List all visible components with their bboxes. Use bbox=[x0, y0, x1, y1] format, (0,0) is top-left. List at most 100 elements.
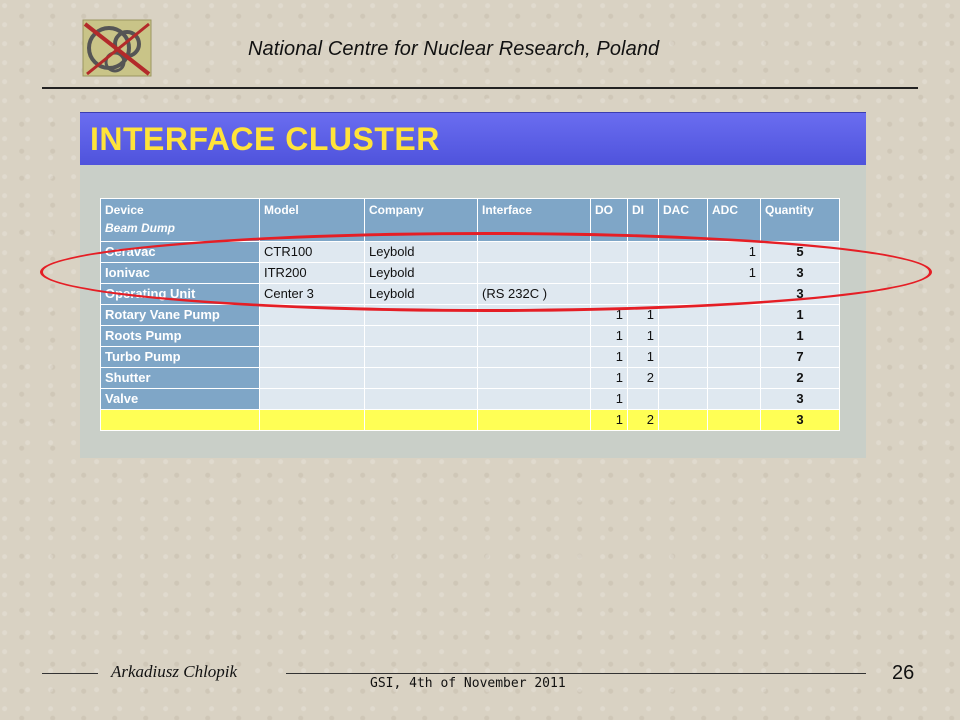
cell-device: Ceravac bbox=[100, 241, 260, 263]
cell-quantity: 5 bbox=[760, 241, 840, 263]
table-row: Operating Unit Center 3 Leybold (RS 232C… bbox=[100, 283, 840, 305]
cell-company: Leybold bbox=[364, 262, 478, 284]
cell-interface bbox=[477, 388, 591, 410]
cell-device: Ionivac bbox=[100, 262, 260, 284]
header-interface: Interface bbox=[477, 198, 591, 242]
cell-interface bbox=[477, 367, 591, 389]
cell-interface bbox=[477, 241, 591, 263]
header-dac: DAC bbox=[658, 198, 708, 242]
cell-adc: 1 bbox=[707, 241, 761, 263]
cell-company bbox=[364, 409, 478, 431]
cell-do bbox=[590, 262, 628, 284]
page-number: 26 bbox=[892, 662, 915, 684]
cell-di bbox=[627, 283, 659, 305]
cell-model bbox=[259, 409, 365, 431]
table-row: Ceravac CTR100 Leybold 1 5 bbox=[100, 241, 840, 263]
cell-adc bbox=[707, 346, 761, 368]
cell-company bbox=[364, 346, 478, 368]
cell-di bbox=[627, 388, 659, 410]
cell-company bbox=[364, 367, 478, 389]
cell-quantity: 3 bbox=[760, 388, 840, 410]
cell-model: CTR100 bbox=[259, 241, 365, 263]
cell-dac bbox=[658, 325, 708, 347]
header-quantity: Quantity bbox=[760, 198, 840, 242]
cell-company: Leybold bbox=[364, 241, 478, 263]
cell-dac bbox=[658, 346, 708, 368]
cell-quantity: 1 bbox=[760, 304, 840, 326]
cell-device: Turbo Pump bbox=[100, 346, 260, 368]
cell-interface bbox=[477, 325, 591, 347]
cell-interface: (RS 232C ) bbox=[477, 283, 591, 305]
header-device-subtitle: Beam Dump bbox=[105, 221, 176, 235]
cell-di: 1 bbox=[627, 304, 659, 326]
ncbj-logo-icon bbox=[82, 19, 152, 77]
cell-adc: 1 bbox=[707, 262, 761, 284]
slide-title: INTERFACE CLUSTER bbox=[90, 121, 440, 157]
cell-adc bbox=[707, 388, 761, 410]
table-row: Turbo Pump 1 1 7 bbox=[100, 346, 840, 368]
interface-table: Device Beam Dump Model Company Interface… bbox=[100, 198, 840, 431]
footer-rule bbox=[286, 673, 866, 674]
cell-dac bbox=[658, 241, 708, 263]
cell-company bbox=[364, 325, 478, 347]
table-row: Shutter 1 2 2 bbox=[100, 367, 840, 389]
cell-model bbox=[259, 367, 365, 389]
cell-do: 1 bbox=[590, 388, 628, 410]
author-name: Arkadiusz Chlopik bbox=[111, 662, 238, 681]
cell-dac bbox=[658, 262, 708, 284]
cell-model bbox=[259, 304, 365, 326]
cell-model: ITR200 bbox=[259, 262, 365, 284]
cell-quantity: 3 bbox=[760, 409, 840, 431]
cell-do bbox=[590, 283, 628, 305]
cell-adc bbox=[707, 283, 761, 305]
cell-company bbox=[364, 388, 478, 410]
cell-model bbox=[259, 325, 365, 347]
cell-model bbox=[259, 388, 365, 410]
cell-adc bbox=[707, 367, 761, 389]
cell-interface bbox=[477, 409, 591, 431]
table-row: Rotary Vane Pump 1 1 1 bbox=[100, 304, 840, 326]
table-row: Valve 1 3 bbox=[100, 388, 840, 410]
cell-dac bbox=[658, 409, 708, 431]
cell-company bbox=[364, 304, 478, 326]
cell-di: 2 bbox=[627, 367, 659, 389]
cell-dac bbox=[658, 283, 708, 305]
cell-dac bbox=[658, 388, 708, 410]
cell-quantity: 3 bbox=[760, 283, 840, 305]
cell-interface bbox=[477, 304, 591, 326]
header-adc: ADC bbox=[707, 198, 761, 242]
header-model: Model bbox=[259, 198, 365, 242]
table-row: Roots Pump 1 1 1 bbox=[100, 325, 840, 347]
cell-adc bbox=[707, 409, 761, 431]
footer-rule-left bbox=[42, 673, 98, 674]
cell-di bbox=[627, 262, 659, 284]
cell-device bbox=[100, 409, 260, 431]
cell-interface bbox=[477, 346, 591, 368]
cell-model bbox=[259, 346, 365, 368]
header-divider bbox=[42, 87, 918, 89]
cell-dac bbox=[658, 367, 708, 389]
cell-dac bbox=[658, 304, 708, 326]
cell-quantity: 1 bbox=[760, 325, 840, 347]
cell-do bbox=[590, 241, 628, 263]
cell-device: Shutter bbox=[100, 367, 260, 389]
cell-do: 1 bbox=[590, 325, 628, 347]
cell-adc bbox=[707, 325, 761, 347]
cell-do: 1 bbox=[590, 367, 628, 389]
cell-quantity: 7 bbox=[760, 346, 840, 368]
header-di: DI bbox=[627, 198, 659, 242]
cell-device: Rotary Vane Pump bbox=[100, 304, 260, 326]
total-row: 1 2 3 bbox=[100, 409, 840, 431]
cell-do: 1 bbox=[590, 409, 628, 431]
cell-di: 2 bbox=[627, 409, 659, 431]
table-row: Ionivac ITR200 Leybold 1 3 bbox=[100, 262, 840, 284]
cell-company: Leybold bbox=[364, 283, 478, 305]
cell-do: 1 bbox=[590, 346, 628, 368]
cell-interface bbox=[477, 262, 591, 284]
title-banner: INTERFACE CLUSTER bbox=[80, 112, 866, 165]
cell-device: Valve bbox=[100, 388, 260, 410]
event-info: GSI, 4th of November 2011 bbox=[370, 676, 566, 691]
institution-title: National Centre for Nuclear Research, Po… bbox=[248, 38, 660, 60]
cell-model: Center 3 bbox=[259, 283, 365, 305]
cell-adc bbox=[707, 304, 761, 326]
